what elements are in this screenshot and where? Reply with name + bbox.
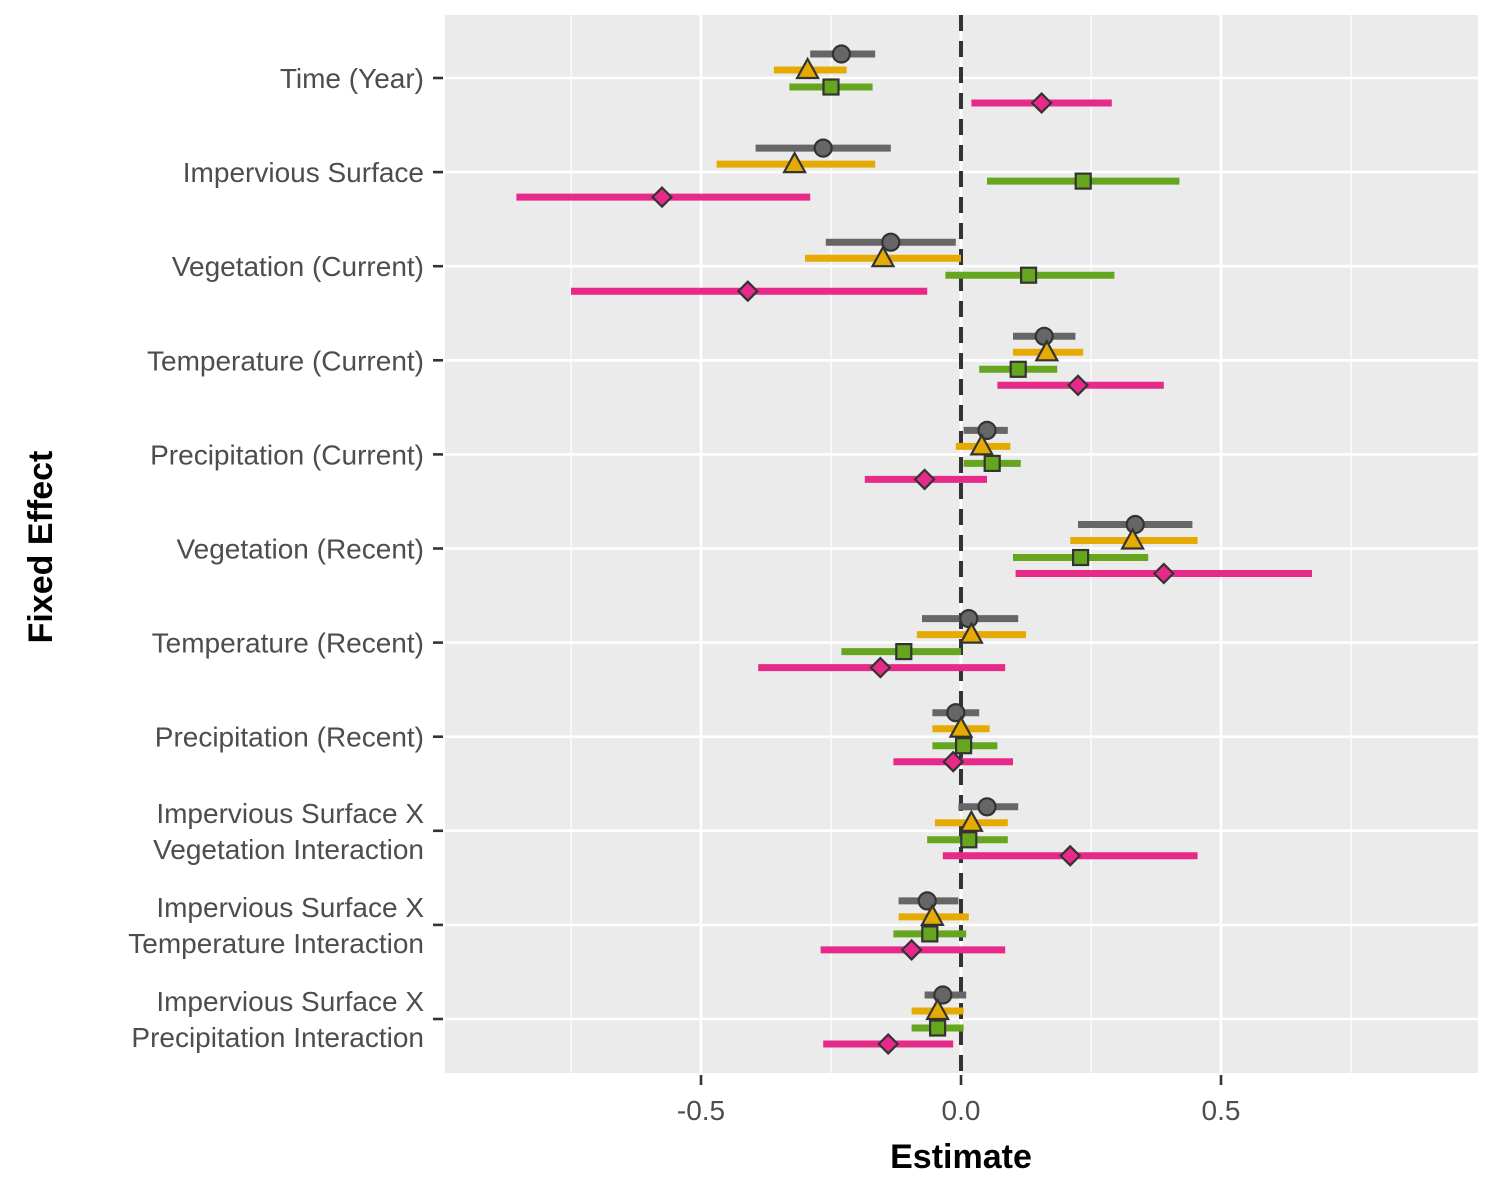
estimate-point-triangle <box>870 244 896 268</box>
estimate-point-triangle <box>795 56 820 80</box>
plot-marks <box>516 44 1312 1056</box>
estimate-point-triangle <box>1120 527 1145 550</box>
y-tick-label: Precipitation (Current) <box>150 439 424 470</box>
estimate-point-diamond <box>1030 91 1053 115</box>
estimate-point-circle <box>959 608 979 629</box>
estimate-point-square <box>954 737 973 755</box>
y-tick-label: Precipitation (Recent) <box>155 722 424 753</box>
y-tick-label: Time (Year) <box>280 63 424 94</box>
y-tick-label: Impervious Surface X Vegetation Interacti… <box>153 798 424 865</box>
estimate-point-triangle <box>969 433 995 456</box>
estimate-point-square <box>928 1019 947 1037</box>
estimate-point-diamond <box>1152 562 1175 585</box>
y-tick-label: Vegetation (Recent) <box>177 534 425 565</box>
y-tick-label: Vegetation (Current) <box>172 251 424 282</box>
estimate-point-diamond <box>900 938 923 961</box>
estimate-point-diamond <box>1066 374 1090 397</box>
estimate-point-circle <box>1125 514 1145 535</box>
estimate-point-diamond <box>869 656 892 679</box>
estimate-point-square <box>1071 548 1090 567</box>
estimate-point-triangle <box>920 903 945 927</box>
x-axis: -0.5 0.0 0.5 <box>677 1075 1241 1126</box>
y-axis-title: Fixed Effect <box>22 451 60 644</box>
series-circle <box>755 44 1193 1005</box>
estimate-point-square <box>960 831 978 849</box>
estimate-point-diamond <box>650 186 674 209</box>
estimate-point-diamond <box>942 750 965 773</box>
estimate-point-circle <box>946 703 966 723</box>
series-square <box>789 78 1180 1037</box>
series-triangle <box>716 56 1198 1021</box>
y-tick-label: Temperature (Recent) <box>152 628 424 659</box>
estimate-point-diamond <box>736 280 759 303</box>
x-tick-label: 0.5 <box>1202 1095 1241 1126</box>
estimate-point-triangle <box>959 621 984 644</box>
estimate-point-circle <box>917 891 937 911</box>
estimate-point-diamond <box>877 1032 900 1056</box>
estimate-point-triangle <box>925 997 950 1021</box>
estimate-point-square <box>822 78 840 96</box>
y-axis: Time (Year) Impervious Surface Vegetation … <box>128 63 443 1053</box>
estimate-point-square <box>1019 266 1038 284</box>
estimate-point-circle <box>831 44 852 64</box>
estimate-point-diamond <box>913 468 936 491</box>
estimate-point-square <box>921 925 939 943</box>
estimate-point-square <box>1074 172 1092 190</box>
estimate-point-diamond <box>1059 844 1082 867</box>
y-tick-label: Impervious Surface X Precipitation Intera… <box>131 986 424 1053</box>
estimate-point-circle <box>1034 326 1054 346</box>
x-tick-label: 0.0 <box>942 1095 981 1126</box>
estimate-point-circle <box>977 420 997 440</box>
estimate-point-triangle <box>1034 339 1060 362</box>
x-tick-label: -0.5 <box>677 1095 725 1126</box>
estimate-point-circle <box>881 232 901 252</box>
estimate-point-square <box>983 454 1001 472</box>
estimate-point-circle <box>977 797 997 817</box>
estimate-point-triangle <box>782 150 807 174</box>
y-tick-label: Temperature (Current) <box>147 345 424 376</box>
estimate-point-square <box>895 642 913 661</box>
series-diamond <box>516 91 1312 1056</box>
estimate-point-triangle <box>959 809 984 832</box>
y-tick-label: Impervious Surface <box>183 157 424 188</box>
y-tick-label: Impervious Surface X Temperature Interact… <box>128 892 424 959</box>
estimate-point-circle <box>933 985 953 1005</box>
estimate-point-triangle <box>948 715 974 738</box>
x-axis-title: Estimate <box>890 1138 1032 1176</box>
estimate-point-square <box>1009 360 1027 378</box>
estimate-point-circle <box>813 138 833 158</box>
